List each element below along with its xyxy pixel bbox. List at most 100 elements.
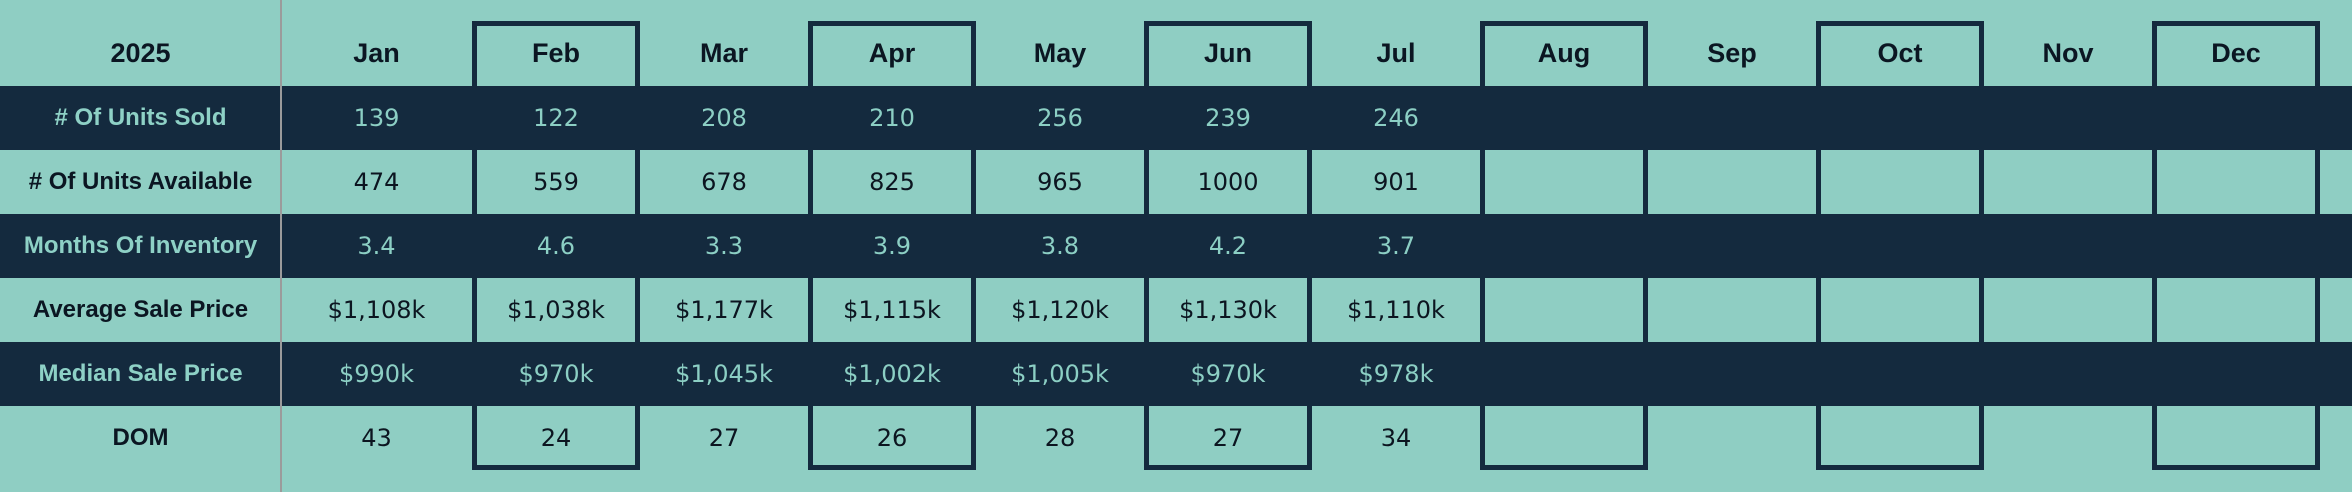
value-cell: $990k xyxy=(339,360,414,388)
row-months-of-inventory: Months Of Inventory 3.4 4.6 3.3 3.9 3.8 … xyxy=(0,214,2352,278)
value-cell xyxy=(2152,86,2320,150)
value-cell: $1,110k xyxy=(1347,296,1445,324)
row-right-pad xyxy=(2320,342,2352,406)
value-cell: 239 xyxy=(1205,104,1251,132)
value-cell: 1000 xyxy=(1197,168,1259,196)
value-cell: 825 xyxy=(869,168,915,196)
value-cell xyxy=(1480,86,1648,150)
value-cell: 4.6 xyxy=(536,232,576,260)
value-cell xyxy=(1648,406,1816,470)
year-cell: 2025 xyxy=(110,38,171,68)
value-cell: 3.7 xyxy=(1376,232,1416,260)
value-cell xyxy=(1816,86,1984,150)
month-header-dec: Dec xyxy=(2211,38,2261,68)
row-label-units-available: # Of Units Available xyxy=(28,168,253,195)
value-cell xyxy=(2152,342,2320,406)
row-units-sold: # Of Units Sold 139 122 208 210 256 239 … xyxy=(0,86,2352,150)
row-label-median-sale-price: Median Sale Price xyxy=(38,360,243,387)
month-header-feb: Feb xyxy=(531,38,580,68)
value-cell: 122 xyxy=(533,104,579,132)
value-cell xyxy=(1984,278,2152,342)
value-cell: 3.3 xyxy=(704,232,744,260)
value-cell xyxy=(1648,342,1816,406)
value-cell xyxy=(1648,150,1816,214)
value-cell: 901 xyxy=(1373,168,1419,196)
value-cell: $978k xyxy=(1358,360,1434,388)
value-cell xyxy=(1816,150,1984,214)
value-cell: 3.9 xyxy=(872,232,912,260)
value-cell xyxy=(1816,342,1984,406)
value-cell: $1,002k xyxy=(843,360,941,388)
month-header-oct: Oct xyxy=(1877,38,1923,68)
value-cell xyxy=(1480,214,1648,278)
value-cell: 26 xyxy=(876,424,908,452)
value-cell: 34 xyxy=(1380,424,1412,452)
value-cell: 965 xyxy=(1037,168,1083,196)
value-cell: $1,045k xyxy=(675,360,773,388)
value-cell: $1,120k xyxy=(1011,296,1109,324)
value-cell xyxy=(1480,406,1648,470)
value-cell xyxy=(1480,342,1648,406)
value-cell: 210 xyxy=(869,104,915,132)
value-cell xyxy=(1984,214,2152,278)
month-header-mar: Mar xyxy=(699,38,748,68)
value-cell: $970k xyxy=(1190,360,1266,388)
value-cell xyxy=(1984,150,2152,214)
month-header-aug: Aug xyxy=(1537,38,1591,68)
value-cell xyxy=(2152,214,2320,278)
value-cell xyxy=(1816,214,1984,278)
row-label-dom: DOM xyxy=(112,424,169,451)
value-cell: 208 xyxy=(701,104,747,132)
value-cell: 28 xyxy=(1044,424,1076,452)
value-cell: $970k xyxy=(518,360,594,388)
month-header-may: May xyxy=(1033,38,1087,68)
value-cell xyxy=(1648,86,1816,150)
value-cell: $1,038k xyxy=(507,296,605,324)
row-label-months-of-inventory: Months Of Inventory xyxy=(23,232,258,259)
row-right-pad xyxy=(2320,406,2352,470)
value-cell: $1,130k xyxy=(1179,296,1277,324)
month-header-jun: Jun xyxy=(1203,38,1252,68)
value-cell xyxy=(1816,406,1984,470)
value-cell: 246 xyxy=(1373,104,1419,132)
value-cell: 139 xyxy=(353,104,400,132)
value-cell xyxy=(1480,150,1648,214)
value-cell xyxy=(1648,278,1816,342)
header-right-pad xyxy=(2320,0,2352,86)
value-cell xyxy=(2152,406,2320,470)
month-header-jan: Jan xyxy=(353,38,400,68)
row-average-sale-price: Average Sale Price $1,108k $1,038k $1,17… xyxy=(0,278,2352,342)
row-label-units-sold: # Of Units Sold xyxy=(54,104,227,131)
value-cell: $1,108k xyxy=(327,296,426,324)
row-right-pad xyxy=(2320,150,2352,214)
row-label-average-sale-price: Average Sale Price xyxy=(32,296,249,323)
row-dom: DOM 43 24 27 26 28 27 34 xyxy=(0,406,2352,470)
row-right-pad xyxy=(2320,214,2352,278)
month-header-nov: Nov xyxy=(2042,38,2094,68)
value-cell xyxy=(2152,150,2320,214)
value-cell: 3.8 xyxy=(1040,232,1080,260)
bottom-padding xyxy=(0,470,2352,492)
row-units-available: # Of Units Available 474 559 678 825 965… xyxy=(0,150,2352,214)
value-cell xyxy=(1984,86,2152,150)
value-cell: $1,005k xyxy=(1011,360,1109,388)
value-cell: $1,115k xyxy=(843,296,941,324)
month-header-sep: Sep xyxy=(1707,38,1757,68)
value-cell xyxy=(1480,278,1648,342)
value-cell: 3.4 xyxy=(357,232,396,260)
value-cell: $1,177k xyxy=(675,296,773,324)
value-cell: 27 xyxy=(708,424,740,452)
row-median-sale-price: Median Sale Price $990k $970k $1,045k $1… xyxy=(0,342,2352,406)
month-header-jul: Jul xyxy=(1376,38,1416,68)
month-header-apr: Apr xyxy=(868,38,916,68)
value-cell xyxy=(1648,214,1816,278)
value-cell: 24 xyxy=(540,424,572,452)
value-cell: 27 xyxy=(1212,424,1244,452)
row-right-pad xyxy=(2320,278,2352,342)
value-cell xyxy=(1984,342,2152,406)
value-cell: 474 xyxy=(353,168,400,196)
value-cell: 559 xyxy=(533,168,579,196)
value-cell xyxy=(1984,406,2152,470)
